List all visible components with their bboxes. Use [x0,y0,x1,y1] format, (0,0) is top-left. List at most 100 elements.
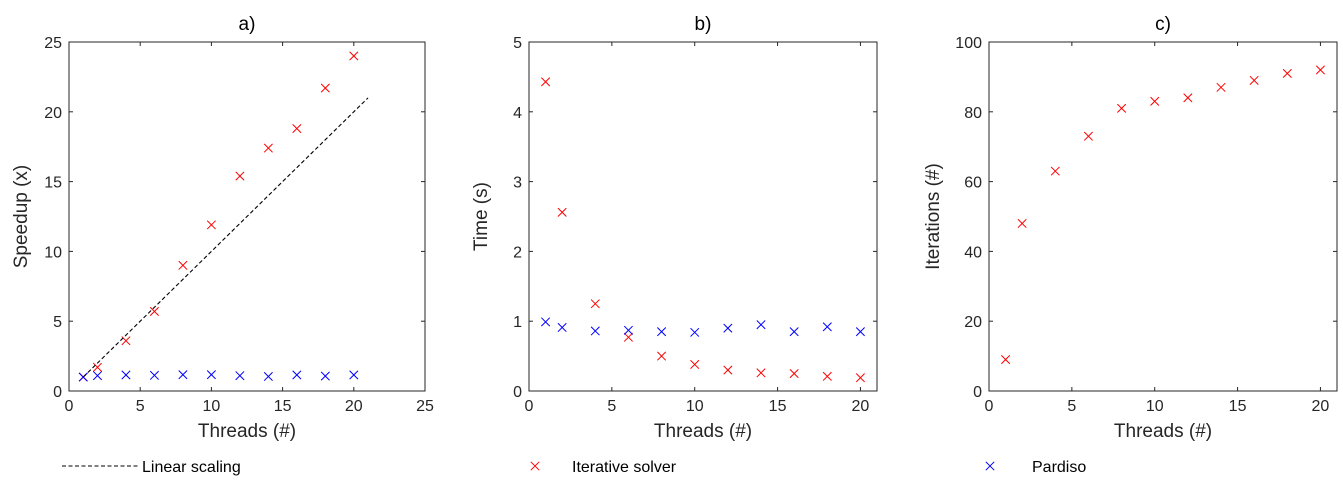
chart-title: a) [239,14,256,35]
y-tick-label: 0 [53,384,62,401]
data-point [349,51,359,61]
legend-entry-pardiso: Pardiso [985,459,1086,476]
x-tick-label: 10 [1146,398,1164,415]
legend-label: Pardiso [1032,459,1086,476]
data-point [855,373,865,383]
legend-label: Linear scaling [142,459,241,476]
x-axis-label: Threads (#) [198,421,296,442]
data-point [263,371,273,382]
data-point [623,332,633,342]
data-point [690,359,700,370]
data-point [178,260,188,270]
chart-panel-1: 0 5 10 15 20 25 0 5 10 15 20 25 a) Threads (#) Speedup… [11,14,434,442]
data-point [263,143,273,153]
legend-x-marker [985,461,995,471]
data-point [723,365,733,375]
data-point [822,322,832,332]
linear-scaling-line [82,97,369,378]
y-tick-label: 0 [513,384,522,401]
y-tick-label: 100 [955,35,982,52]
data-point [690,327,700,337]
data-point [855,327,865,337]
axes-box [68,41,426,392]
data-point [657,327,667,337]
data-point [149,306,159,316]
y-tick-label: 10 [44,244,62,261]
y-tick-label: 60 [964,175,982,192]
x-tick-label: 15 [769,398,787,415]
data-point [1249,75,1259,85]
data-point [178,370,188,380]
y-tick-label: 15 [44,175,62,192]
legend-entry-iterative-solver: Iterative solver [530,459,677,476]
y-tick-label: 40 [964,244,982,261]
data-point [1017,218,1027,229]
x-tick-label: 25 [416,398,434,415]
data-point [320,371,330,381]
data-point [149,370,159,380]
y-axis-label: Iterations (#) [923,163,944,270]
x-tick-label: 0 [525,398,534,415]
data-point [292,123,302,134]
data-point [541,317,551,327]
x-tick-label: 0 [985,398,994,415]
x-tick-label: 20 [1312,398,1330,415]
series-pardiso [78,370,359,382]
chart-panel-2: 0 5 10 15 20 0 1 2 3 4 5 b) Threads (#) Time (s) [471,14,878,442]
y-axis-label: Time (s) [471,182,492,251]
data-point [541,77,551,87]
data-point [1050,166,1060,176]
data-point [1001,355,1011,365]
y-tick-label: 20 [44,105,62,122]
data-point [1315,65,1325,75]
axes-box [988,41,1338,392]
data-point [1117,103,1127,113]
x-tick-label: 20 [852,398,870,415]
data-point [756,320,766,330]
x-axis-label: Threads (#) [1114,421,1212,442]
axes-box [528,41,878,392]
data-point [590,326,600,336]
data-point [1282,68,1292,78]
data-point [292,370,302,380]
x-tick-label: 5 [607,398,616,415]
data-point [92,371,103,381]
y-tick-label: 25 [44,35,62,52]
legend-entry-linear-scaling: Linear scaling [62,459,241,476]
data-point [1216,82,1226,92]
data-point [822,371,832,381]
data-point [1150,96,1160,106]
series-pardiso [541,317,865,337]
y-tick-label: 80 [964,105,982,122]
legend-x-marker [530,461,540,471]
x-tick-label: 20 [345,398,363,415]
data-point [320,83,330,93]
legend: Linear scaling Iterative solver Pardiso [62,459,1086,476]
series-iterative-solver [1001,65,1325,365]
x-tick-label: 10 [686,398,704,415]
data-point [235,371,245,381]
y-tick-label: 3 [513,175,522,192]
x-tick-label: 0 [65,398,74,415]
y-axis-label: Speedup (x) [11,165,32,269]
y-tick-label: 2 [513,244,522,261]
x-tick-label: 5 [1067,398,1076,415]
x-tick-label: 10 [203,398,221,415]
data-point [756,368,766,378]
data-point [1083,131,1093,141]
data-point [121,370,131,380]
x-tick-label: 15 [1229,398,1247,415]
data-point [789,327,799,337]
series-iterative-solver [78,51,359,382]
data-point [789,368,799,379]
x-axis-label: Threads (#) [654,421,752,442]
data-point [657,351,667,361]
data-point [590,299,600,309]
data-point [1183,93,1193,103]
chart-title: b) [695,14,712,35]
data-point [206,220,216,230]
legend-label: Iterative solver [572,459,677,476]
series-linear-scaling [82,97,369,378]
